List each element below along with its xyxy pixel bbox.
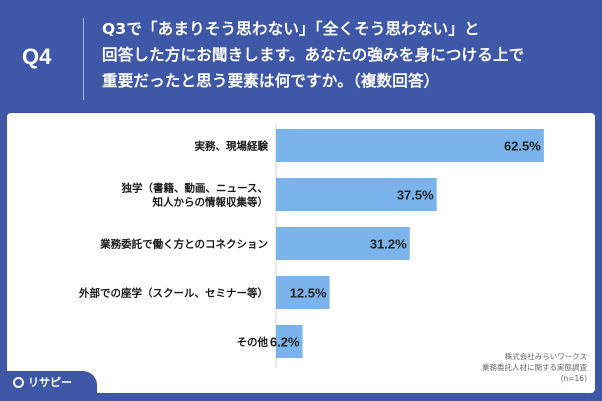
category-label: 業務委託で働く方とのコネクション xyxy=(99,238,268,251)
value-label: 62.5% xyxy=(504,139,541,154)
bar xyxy=(276,178,437,211)
category-label: その他 xyxy=(237,336,269,349)
header-divider xyxy=(83,18,84,100)
category-label: 独学（書籍、動画、ニュース、 xyxy=(121,182,268,195)
brand-logo: リサピー xyxy=(7,371,97,393)
question-line-3: 重要だったと思う要素は何ですか。（複数回答） xyxy=(102,72,440,90)
question-line-1: Q3で「あまりそう思わない」「全くそう思わない」と xyxy=(102,20,480,38)
value-label: 31.2% xyxy=(370,237,407,252)
source-survey: 業務委託人材に関する実態調査 xyxy=(482,363,587,372)
bar xyxy=(276,276,330,309)
category-label: 外部での座学（スクール、セミナー等） xyxy=(78,287,268,300)
brand-logo-icon xyxy=(13,376,24,388)
value-label: 6.2% xyxy=(270,335,300,350)
brand-name: リサピー xyxy=(28,376,72,389)
bar xyxy=(276,325,303,358)
question-text: Q3で「あまりそう思わない」「全くそう思わない」と 回答した方にお聞きします。あ… xyxy=(102,16,592,94)
bar xyxy=(276,129,544,162)
value-label: 37.5% xyxy=(397,188,434,203)
value-label: 12.5% xyxy=(290,286,327,301)
category-label: 知人からの情報収集等） xyxy=(153,196,269,209)
question-number: Q4 xyxy=(22,44,52,69)
category-label: 実務、現場経験 xyxy=(195,140,269,153)
source-company: 株式会社みらいワークス xyxy=(504,352,587,361)
chart-panel: 62.5% 実務、現場経験 37.5% 独学（書籍、動画、ニュース、 知人からの情報収集… xyxy=(7,113,595,393)
source-note: 株式会社みらいワークス 業務委託人材に関する実態調査 (n=16) xyxy=(482,351,587,384)
bar xyxy=(276,227,410,260)
source-sample: (n=16) xyxy=(560,374,587,383)
bar-chart: 62.5% 実務、現場経験 37.5% 独学（書籍、動画、ニュース、知人からの情報収集… xyxy=(78,123,544,368)
question-line-2: 回答した方にお聞きします。あなたの強みを身につける上で xyxy=(102,46,525,64)
